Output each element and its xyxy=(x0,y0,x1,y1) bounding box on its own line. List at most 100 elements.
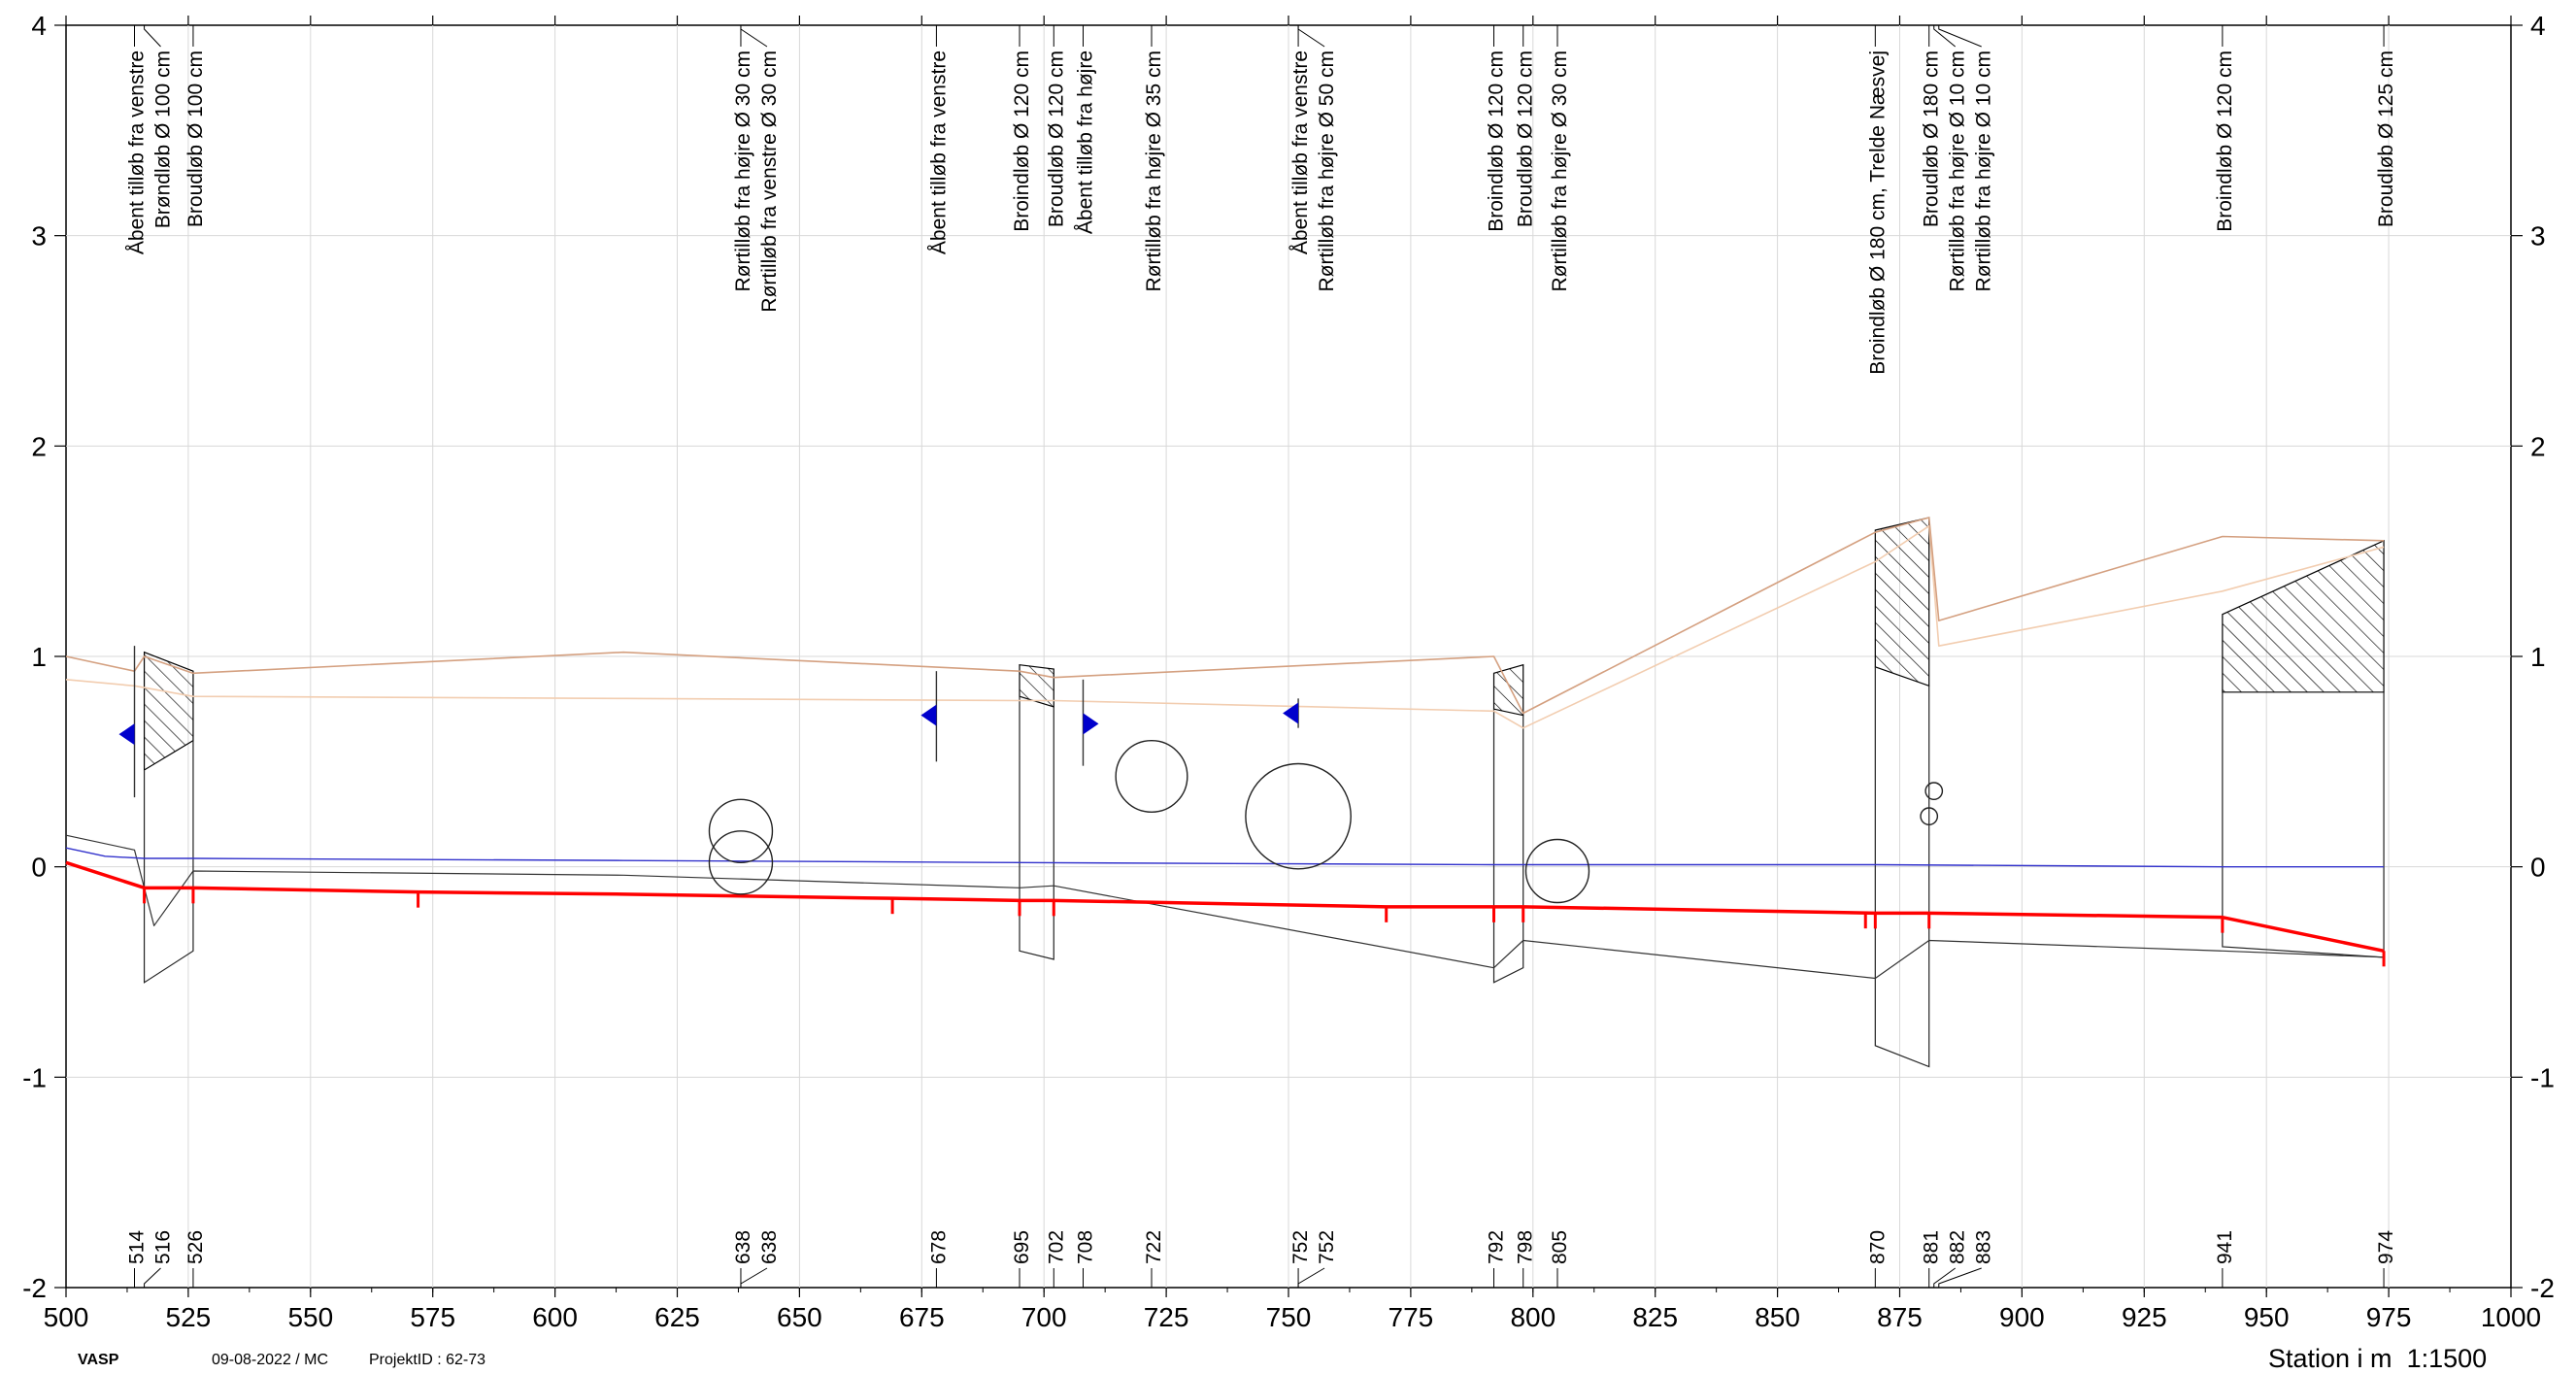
project-id: ProjektID : 62-73 xyxy=(369,1352,486,1368)
structure-hatch xyxy=(1874,517,1930,687)
pipe-inlet-circle xyxy=(708,830,774,895)
station-number-label: 882 xyxy=(1947,1230,1969,1264)
annotation-label: Åbent tilløb fra venstre xyxy=(1289,50,1312,254)
annotation-label: Rørtilløb fra højre Ø 30 cm xyxy=(1549,50,1571,292)
y-tick-label-left: 1 xyxy=(31,642,47,672)
annotation-leader-bottom xyxy=(1297,1267,1325,1288)
station-number-label: 792 xyxy=(1486,1230,1508,1264)
pipe-inlet-circle xyxy=(1924,782,1944,801)
y-tick-label-left: 3 xyxy=(31,221,47,251)
x-tick-label: 875 xyxy=(1877,1302,1923,1332)
annotations: Åbent tilløb fra venstre 514 Brøndløb Ø 10… xyxy=(126,25,2397,1288)
series-top-bank-light xyxy=(65,524,2385,729)
station-number-label: 526 xyxy=(184,1230,207,1264)
station-number-label: 638 xyxy=(732,1230,754,1264)
annotation-label: Rørtilløb fra højre Ø 10 cm xyxy=(1973,50,1995,292)
annotation-leader-top xyxy=(1297,25,1325,48)
annotation-label: Broindløb Ø 120 cm xyxy=(1486,50,1508,232)
inflow-arrows xyxy=(118,646,1299,798)
station-number-label: 752 xyxy=(1316,1230,1338,1264)
annotation-leader-bottom xyxy=(1933,1267,1957,1288)
station-number-label: 883 xyxy=(1973,1230,1995,1264)
annotation-label: Broudløb Ø 120 cm xyxy=(1045,50,1067,227)
x-tick-label: 775 xyxy=(1388,1302,1434,1332)
station-number-label: 708 xyxy=(1074,1230,1096,1264)
date-author: 09-08-2022 / MC xyxy=(212,1352,329,1368)
structure-pipe-outline xyxy=(1874,666,1930,1068)
x-tick-label: 525 xyxy=(166,1302,212,1332)
annotation-leader-bottom xyxy=(1938,1267,1982,1288)
pipe-inlet-circle xyxy=(708,798,774,864)
station-number-label: 941 xyxy=(2214,1230,2236,1264)
x-tick-label: 825 xyxy=(1632,1302,1678,1332)
structures xyxy=(143,517,2385,1068)
annotation-label: Rørtilløb fra højre Ø 50 cm xyxy=(1316,50,1338,292)
structure-hatch xyxy=(1492,663,1524,717)
x-tick-label: 700 xyxy=(1021,1302,1067,1332)
x-tick-label: 975 xyxy=(2366,1302,2412,1332)
station-number-label: 722 xyxy=(1143,1230,1165,1264)
annotation-label: Broindløb Ø 120 cm xyxy=(1011,50,1033,232)
y-tick-label-right: 3 xyxy=(2530,221,2546,251)
y-tick-label-left: -1 xyxy=(22,1062,47,1092)
annotation-leader-bottom xyxy=(740,1267,768,1288)
x-tick-label: 750 xyxy=(1266,1302,1312,1332)
annotation-label: Åbent tilløb fra venstre xyxy=(126,50,149,254)
annotation-label: Broudløb Ø 100 cm xyxy=(184,50,207,227)
x-tick-label: 550 xyxy=(287,1302,333,1332)
x-axis-title: Station i m 1:1500 xyxy=(2268,1344,2487,1374)
series-water-level xyxy=(65,847,2385,868)
annotation-label: Rørtilløb fra højre Ø 10 cm xyxy=(1947,50,1969,292)
annotation-label: Åbent tilløb fra venstre xyxy=(927,50,950,254)
annotation-label: Rørtilløb fra venstre Ø 30 cm xyxy=(758,50,781,313)
x-tick-label: 725 xyxy=(1144,1302,1189,1332)
grid xyxy=(66,25,2511,1288)
station-number-label: 805 xyxy=(1549,1230,1571,1264)
annotation-leader-top xyxy=(144,25,161,48)
inflow-arrow-right xyxy=(1083,713,1099,735)
annotation-label: Rørtilløb fra højre Ø 30 cm xyxy=(732,50,754,292)
annotation-leader-top xyxy=(1938,25,1982,48)
station-number-label: 516 xyxy=(152,1230,175,1264)
inflow-arrow-left xyxy=(1283,702,1299,724)
series-terrain xyxy=(65,834,2385,980)
y-tick-label-right: 2 xyxy=(2530,431,2546,461)
x-tick-label: 900 xyxy=(1999,1302,2045,1332)
annotation-label: Broindløb Ø 120 cm xyxy=(2214,50,2236,232)
x-tick-label: 925 xyxy=(2122,1302,2167,1332)
y-tick-label-right: -1 xyxy=(2530,1062,2555,1092)
annotation-leader-bottom xyxy=(144,1267,161,1288)
station-number-label: 752 xyxy=(1289,1230,1312,1264)
pipe-inlets xyxy=(708,739,1944,904)
station-number-label: 695 xyxy=(1011,1230,1033,1264)
annotation-label: Broudløb Ø 180 cm xyxy=(1921,50,1943,227)
annotation-leader-top xyxy=(1933,25,1957,48)
software-name: VASP xyxy=(78,1352,119,1368)
inflow-arrow-left xyxy=(118,723,135,746)
y-tick-label-right: 0 xyxy=(2530,853,2546,883)
series-bottom-line xyxy=(65,860,2385,954)
y-tick-label-right: -2 xyxy=(2530,1273,2555,1303)
pipe-inlet-circle xyxy=(1115,739,1188,814)
x-tick-label: 800 xyxy=(1510,1302,1556,1332)
annotation-label: Brøndløb Ø 100 cm xyxy=(152,50,175,228)
x-tick-label: 500 xyxy=(44,1302,89,1332)
y-tick-label-left: 4 xyxy=(31,11,47,41)
station-number-label: 678 xyxy=(927,1230,950,1264)
annotation-label: Broudløb Ø 120 cm xyxy=(1515,50,1537,227)
station-number-label: 514 xyxy=(126,1230,149,1264)
structure-hatch xyxy=(143,651,194,772)
y-tick-label-left: 2 xyxy=(31,431,47,461)
x-axis-label: Station i m xyxy=(2268,1344,2392,1373)
station-number-label: 638 xyxy=(758,1230,781,1264)
x-tick-label: 575 xyxy=(410,1302,455,1332)
series-lines xyxy=(65,517,2386,980)
structure-base xyxy=(2223,976,2384,987)
structure-pipe-outline xyxy=(1492,709,1524,984)
series-top-bank xyxy=(65,517,2385,715)
axes: 500 525 550 575 600 625 650 675 700 725 750 775 800 8… xyxy=(22,11,2555,1332)
annotation-leader-top xyxy=(740,25,768,48)
y-tick-label-right: 4 xyxy=(2530,11,2546,41)
station-number-label: 881 xyxy=(1921,1230,1943,1264)
